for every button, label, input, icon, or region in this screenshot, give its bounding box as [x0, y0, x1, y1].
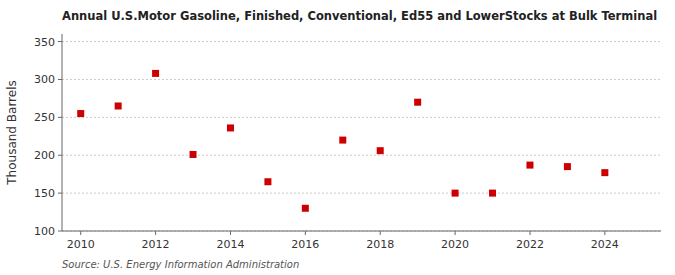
point: [227, 124, 234, 131]
y-tick-label: 200: [34, 149, 55, 162]
x-tick: [230, 231, 231, 235]
point: [152, 70, 159, 77]
y-tick: [58, 155, 62, 156]
grid-line: [62, 41, 661, 42]
x-tick-label: 2018: [366, 238, 394, 251]
y-axis: 100 150 200 250 300 350: [34, 36, 661, 238]
point: [526, 162, 533, 169]
point: [190, 151, 197, 158]
y-axis-label: Thousand Barrels: [5, 80, 19, 185]
point: [377, 147, 384, 154]
grid-line: [62, 231, 661, 232]
x-tick-label: 2010: [67, 238, 95, 251]
x-axis: 2010 2012 2014 2016 2018 2020 2022 2024: [67, 231, 619, 251]
x-tick: [155, 231, 156, 235]
point: [601, 169, 608, 176]
grid-line: [62, 155, 661, 156]
point: [564, 163, 571, 170]
point: [452, 190, 459, 197]
y-tick-label: 350: [34, 36, 55, 49]
y-tick-label: 300: [34, 73, 55, 86]
grid-line: [62, 193, 661, 194]
x-tick: [305, 231, 306, 235]
y-tick: [58, 79, 62, 80]
x-axis-line: [62, 231, 661, 232]
y-tick: [58, 193, 62, 194]
x-tick: [80, 231, 81, 235]
point: [414, 99, 421, 106]
point: [489, 190, 496, 197]
source-note: Source: U.S. Energy Information Administ…: [62, 259, 299, 270]
x-tick-label: 2024: [591, 238, 619, 251]
y-tick: [58, 41, 62, 42]
x-tick: [380, 231, 381, 235]
x-tick: [455, 231, 456, 235]
y-tick-label: 250: [34, 111, 55, 124]
x-tick-label: 2022: [516, 238, 544, 251]
background: [0, 0, 675, 275]
x-tick-label: 2016: [291, 238, 319, 251]
y-axis-line: [62, 34, 63, 231]
y-tick: [58, 117, 62, 118]
x-tick-label: 2012: [142, 238, 170, 251]
x-tick: [529, 231, 530, 235]
grid-line: [62, 79, 661, 80]
chart: Annual U.S.Motor Gasoline, Finished, Con…: [0, 0, 675, 275]
x-tick: [604, 231, 605, 235]
point: [264, 178, 271, 185]
title: Annual U.S.Motor Gasoline, Finished, Con…: [62, 9, 657, 23]
y-tick-label: 150: [34, 187, 55, 200]
point: [302, 205, 309, 212]
point: [115, 102, 122, 109]
points: [77, 70, 608, 212]
y-tick: [58, 231, 62, 232]
x-tick-label: 2014: [216, 238, 244, 251]
point: [77, 110, 84, 117]
x-tick-label: 2020: [441, 238, 469, 251]
point: [339, 137, 346, 144]
y-tick-label: 100: [34, 225, 55, 238]
grid-line: [62, 117, 661, 118]
